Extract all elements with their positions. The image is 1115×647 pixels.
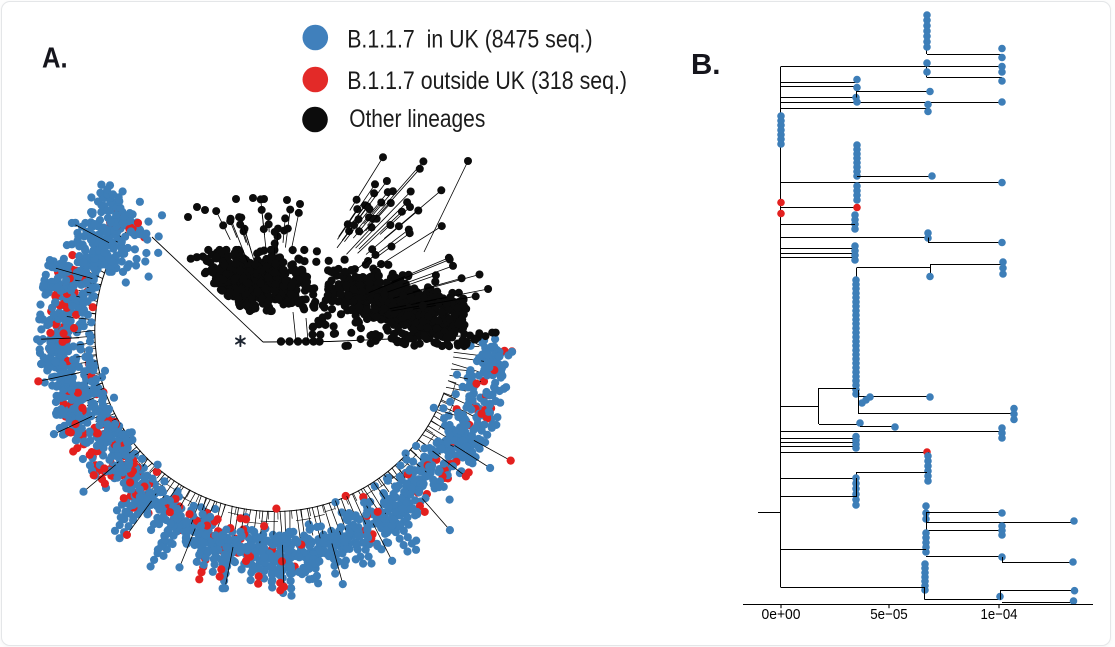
svg-text:B.: B. xyxy=(691,49,721,81)
svg-text:0e+00: 0e+00 xyxy=(762,606,801,623)
svg-text:A.: A. xyxy=(42,42,68,74)
svg-text:5e−05: 5e−05 xyxy=(870,606,908,623)
svg-text:Other lineages: Other lineages xyxy=(349,105,485,133)
svg-text:B.1.1.7 in UK (8475 seq.): B.1.1.7 in UK (8475 seq.) xyxy=(347,26,592,54)
svg-text:1e−04: 1e−04 xyxy=(981,606,1018,623)
svg-text:B.1.1.7 outside UK (318 seq.): B.1.1.7 outside UK (318 seq.) xyxy=(347,67,627,95)
